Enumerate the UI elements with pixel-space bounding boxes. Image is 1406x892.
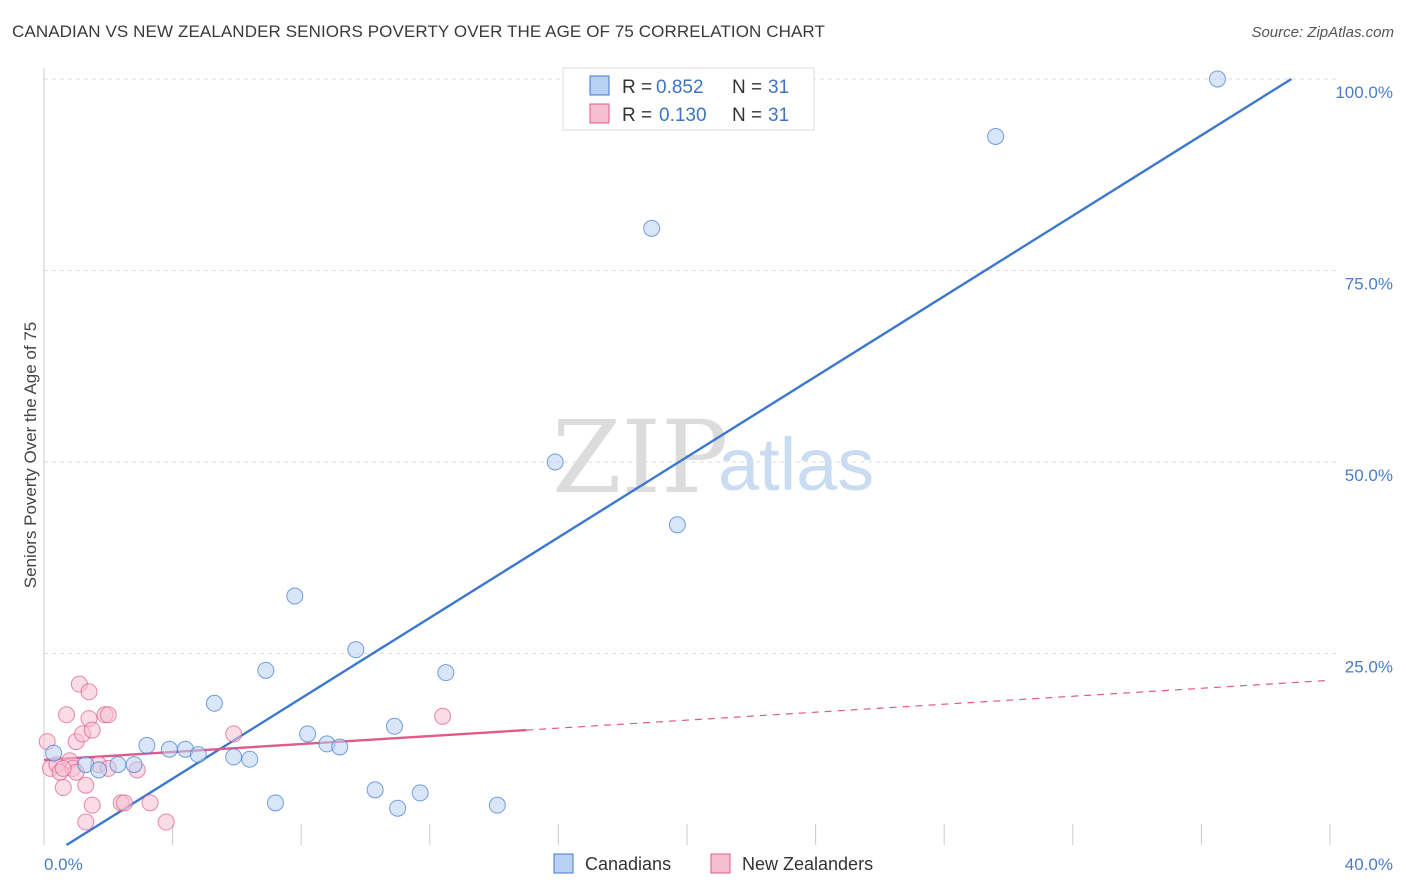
- bottom-legend-canadians: Canadians: [585, 854, 671, 874]
- legend-r-label-1: R =: [622, 77, 652, 98]
- point-canadians-5: [138, 736, 156, 754]
- watermark-atlas: atlas: [718, 423, 874, 506]
- trendlines: [43, 77, 1331, 847]
- point-canadians-14: [286, 587, 304, 605]
- point-new-zealanders-26: [225, 725, 243, 743]
- point-canadians-26: [643, 219, 661, 237]
- point-new-zealanders-14: [83, 721, 101, 739]
- legend-n-value-2: 31: [768, 105, 789, 126]
- trendline-canadians-0: [65, 77, 1293, 847]
- point-new-zealanders-27: [434, 707, 452, 725]
- x-tick-label-min: 0.0%: [44, 855, 83, 874]
- point-canadians-25: [546, 453, 564, 471]
- legend-n-label-1: N =: [732, 77, 762, 98]
- y-tick-label-100: 100.0%: [1335, 83, 1393, 102]
- point-canadians-13: [266, 794, 284, 812]
- point-new-zealanders-5: [58, 706, 76, 724]
- chart-title: CANADIAN VS NEW ZEALANDER SENIORS POVERT…: [12, 22, 825, 41]
- point-new-zealanders-28: [77, 776, 95, 794]
- point-new-zealanders-20: [99, 706, 117, 724]
- legend-r-value-1: 0.852: [656, 77, 704, 98]
- point-canadians-15: [299, 725, 317, 743]
- point-canadians-17: [331, 738, 349, 756]
- point-canadians-4: [125, 756, 143, 774]
- y-axis-label: Seniors Poverty Over the Age of 75: [21, 322, 40, 588]
- x-tick-label-max: 40.0%: [1345, 855, 1393, 874]
- legend-swatch-canadians: [589, 75, 610, 96]
- point-canadians-18: [347, 641, 365, 659]
- point-canadians-20: [385, 717, 403, 735]
- tick-labels: 25.0% 50.0% 75.0% 100.0% 0.0% 40.0%: [44, 83, 1393, 874]
- point-canadians-8: [189, 746, 207, 764]
- legend-n-value-1: 31: [768, 77, 789, 98]
- source-label: Source: ZipAtlas.com: [1251, 24, 1394, 41]
- point-new-zealanders-24: [141, 794, 159, 812]
- trendline-new-zealanders-1: [43, 728, 527, 762]
- data-points: [38, 70, 1226, 831]
- point-canadians-10: [225, 748, 243, 766]
- point-canadians-9: [205, 694, 223, 712]
- point-new-zealanders-29: [54, 759, 72, 777]
- point-new-zealanders-12: [77, 813, 95, 831]
- y-tick-label-75: 75.0%: [1345, 275, 1393, 294]
- gridlines: [44, 78, 1340, 654]
- point-new-zealanders-15: [80, 683, 98, 701]
- y-tick-label-50: 50.0%: [1345, 466, 1393, 485]
- point-new-zealanders-22: [115, 794, 133, 812]
- legend: R = 0.852 N = 31 R = 0.130 N = 31: [562, 67, 815, 131]
- point-canadians-22: [411, 784, 429, 802]
- point-canadians-27: [668, 516, 686, 534]
- trendline-new-zealanders-2: [526, 679, 1331, 731]
- point-new-zealanders-16: [83, 796, 101, 814]
- bottom-legend: Canadians New Zealanders: [553, 853, 873, 874]
- point-canadians-24: [488, 796, 506, 814]
- point-canadians-19: [366, 781, 384, 799]
- axes: [43, 68, 1331, 845]
- point-canadians-11: [241, 750, 259, 768]
- bottom-legend-swatch-new-zealanders: [710, 853, 731, 874]
- point-new-zealanders-25: [157, 813, 175, 831]
- point-new-zealanders-4: [54, 779, 72, 797]
- point-canadians-6: [160, 740, 178, 758]
- point-canadians-28: [987, 127, 1005, 145]
- legend-swatch-new-zealanders: [589, 103, 610, 124]
- legend-r-value-2: 0.130: [659, 105, 707, 126]
- bottom-legend-swatch-canadians: [553, 853, 574, 874]
- bottom-legend-new-zealanders: New Zealanders: [742, 854, 873, 874]
- point-canadians-23: [437, 664, 455, 682]
- point-canadians-29: [1208, 70, 1226, 88]
- y-tick-label-25: 25.0%: [1345, 658, 1393, 677]
- watermark-zip: ZIP: [552, 399, 728, 516]
- point-canadians-3: [109, 756, 127, 774]
- point-canadians-0: [45, 744, 63, 762]
- point-canadians-12: [257, 661, 275, 679]
- legend-n-label-2: N =: [732, 105, 762, 126]
- point-canadians-2: [90, 761, 108, 779]
- point-canadians-21: [389, 799, 407, 817]
- legend-r-label-2: R =: [622, 105, 652, 126]
